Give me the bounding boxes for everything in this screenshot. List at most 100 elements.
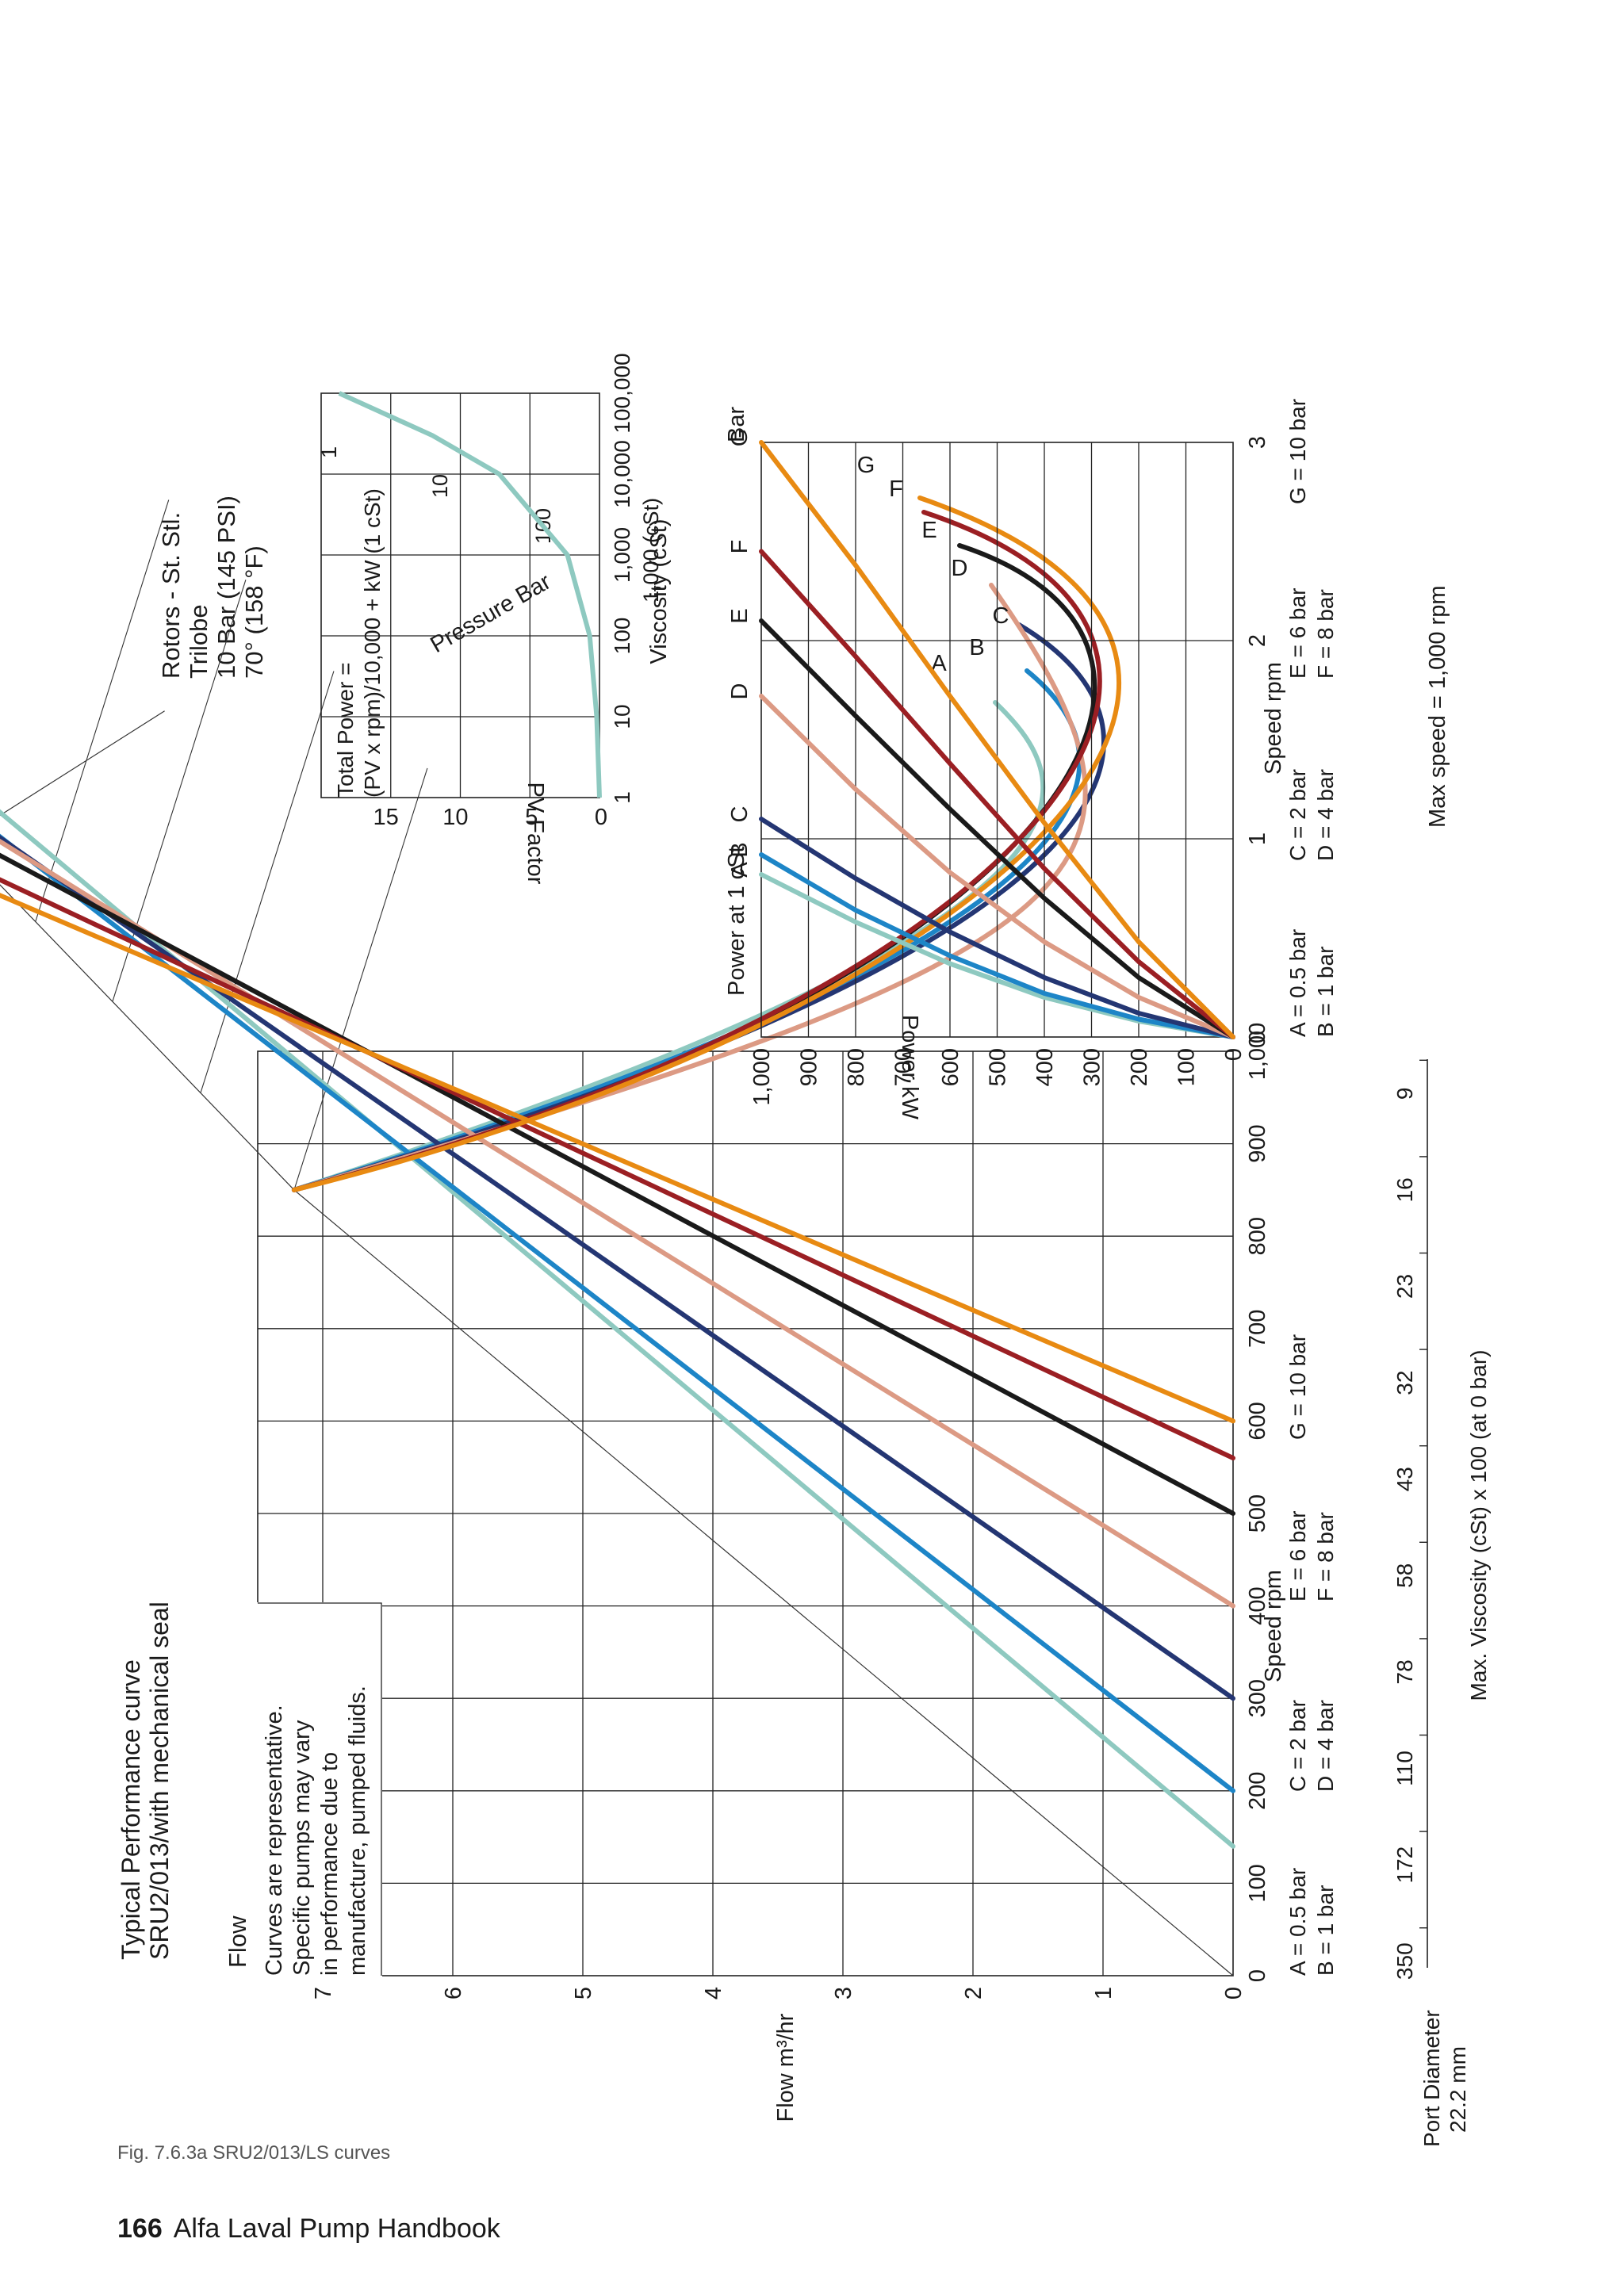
power-kwtick-3: 3 [1245, 436, 1270, 449]
flow-line-E [0, 794, 1235, 1516]
flow-xtick-2: 200 [1245, 1772, 1270, 1810]
power-letter-D: D [727, 683, 753, 700]
figure-caption: Fig. 7.6.3a SRU2/013/LS curves [117, 2142, 391, 2164]
pv-ytick-10: 10 [442, 805, 468, 830]
flow-xtick-8: 800 [1245, 1217, 1270, 1255]
note-box-border [258, 1602, 382, 1976]
power-rpmtick-9: 900 [797, 1048, 822, 1086]
power-line-F [759, 549, 1235, 1039]
pv-title-line-2: (PV x rpm)/10,000 + kW (1 cSt) [360, 488, 385, 798]
flow-xtick-9: 900 [1245, 1124, 1270, 1162]
viscosity-value-172: 172 [1392, 1846, 1417, 1884]
note-line-3: in performance due to [317, 1752, 343, 1976]
flow-xtick-6: 600 [1245, 1402, 1270, 1440]
power-rpmtick-6: 600 [938, 1048, 963, 1086]
power-letter-F: F [727, 540, 753, 554]
viscosity-label-10: 10 [428, 474, 452, 498]
flow-ytick-0: 0 [1221, 1987, 1247, 1999]
flow-xtick-1: 100 [1245, 1864, 1270, 1902]
max-speed-note: Max speed = 1,000 rpm [1425, 586, 1450, 828]
power-line-D [759, 694, 1235, 1039]
flow-legend-2-line2: F = 8 bar [1313, 1512, 1338, 1601]
power-letter-B: B [727, 842, 753, 857]
pv-xtick-5: 100,000 [610, 353, 634, 433]
title-line-2: SRU2/013/with mechanical seal [145, 1601, 174, 1960]
pv-xtick-1: 10 [610, 704, 634, 729]
power-x-axis-label: Speed rpm [1261, 662, 1286, 775]
pv-ytick-0: 0 [595, 805, 607, 830]
power-chart-title: Power at 1 cSt [724, 846, 749, 996]
power-y-axis-label: Power kW [897, 1015, 922, 1120]
viscosity-value-23: 23 [1392, 1274, 1417, 1299]
power-curve-letters: AB C D E F G [727, 429, 753, 878]
power-kwtick-1: 1 [1245, 832, 1270, 845]
viscosity-value-32: 32 [1392, 1371, 1417, 1395]
power-letter-E: E [727, 608, 753, 623]
flow-line-F [0, 825, 1235, 1461]
pressure-letter-D: D [952, 556, 968, 581]
power-legend-0-line2: B = 1 bar [1313, 947, 1338, 1037]
power-legend-1-line2: D = 4 bar [1313, 769, 1338, 861]
power-grid [760, 442, 1234, 1038]
note-line-1: Curves are representative. [262, 1705, 287, 1976]
flow-x-axis-label: Speed rpm [1261, 1570, 1286, 1682]
pv-factor-line [338, 391, 602, 798]
pressure-legend: A = 0.5 bar B = 1 bar C = 2 bar D = 4 bar E … [1285, 1334, 1338, 1976]
power-line-E [759, 618, 1235, 1039]
pv-xtick-4: 10,000 [610, 440, 634, 508]
flow-legend-0-line2: B = 1 bar [1313, 1885, 1338, 1976]
flow-line-G [0, 845, 1235, 1424]
viscosity-label-1: 1 [317, 446, 341, 458]
viscosity-label-1000: 1,000 (cSt) [639, 498, 663, 603]
spec-line-1: Rotors - St. Stl. [157, 512, 185, 679]
flow-bend-F [291, 510, 1102, 1192]
pv-tick-labels: 0 5 10 15 1 10 100 1,000 10,000 100,000 [373, 353, 634, 830]
port-label-line-1: Port Diameter [1419, 2010, 1444, 2147]
power-rpmtick-10: 1,000 [749, 1048, 775, 1106]
power-curves [759, 440, 1235, 1039]
flow-legend-3-line1: G = 10 bar [1285, 1334, 1310, 1440]
power-rpmtick-2: 200 [1127, 1048, 1152, 1086]
flow-line-D [0, 744, 1235, 1609]
flow-grid [257, 1050, 1234, 1976]
viscosity-value-43: 43 [1392, 1467, 1417, 1491]
rotated-figure: Typical Performance curve SRU2/013/with … [0, 353, 1491, 2147]
flow-legend-0-line1: A = 0.5 bar [1285, 1868, 1310, 1976]
power-legend-3-line1: G = 10 bar [1285, 399, 1310, 504]
note-line-2: Specific pumps may vary [289, 1720, 315, 1976]
power-letter-A: A [727, 862, 753, 878]
flow-bend-B [291, 668, 1082, 1192]
viscosity-value-58: 58 [1392, 1563, 1417, 1588]
flow-legend-1-line1: C = 2 bar [1285, 1700, 1310, 1792]
flow-legend-2-line1: E = 6 bar [1285, 1511, 1310, 1601]
power-rpmtick-7: 700 [891, 1048, 917, 1086]
port-label-line-2: 22.2 mm [1446, 2046, 1470, 2133]
flow-xtick-5: 500 [1245, 1494, 1270, 1533]
pressure-frame-top [0, 710, 165, 843]
flow-tick-labels: 0 1 2 3 4 5 6 7 0 100 200 300 400 500 600 700 800 900 1,00… [311, 1023, 1270, 1999]
flow-ytick-6: 6 [441, 1987, 466, 1999]
book-title: Alfa Laval Pump Handbook [173, 2214, 500, 2244]
viscosity-isoline-3 [35, 499, 170, 922]
page-number: 166 [117, 2214, 163, 2244]
pv-xtick-2: 100 [610, 618, 634, 655]
flow-xtick-3: 300 [1245, 1679, 1270, 1717]
viscosity-value-78: 78 [1392, 1659, 1417, 1684]
viscosity-isoline-0 [293, 767, 428, 1191]
pv-curve [338, 391, 602, 798]
flow-ytick-3: 3 [831, 1987, 856, 1999]
flow-ytick-4: 4 [701, 1987, 726, 1999]
flow-line-A [0, 700, 1235, 1849]
pv-ytick-5: 5 [525, 805, 538, 830]
flow-y-axis-label: Flow m³/hr [773, 2013, 799, 2122]
pressure-letter-E: E [921, 518, 936, 543]
pv-grid [320, 392, 600, 798]
power-kwtick-2: 2 [1245, 634, 1270, 647]
pressure-letter-G: G [857, 453, 875, 478]
flow-ytick-2: 2 [961, 1987, 986, 1999]
power-line-G [759, 440, 1235, 1039]
pv-xtick-3: 1,000 [610, 527, 634, 583]
flow-bend-D [291, 583, 1088, 1192]
